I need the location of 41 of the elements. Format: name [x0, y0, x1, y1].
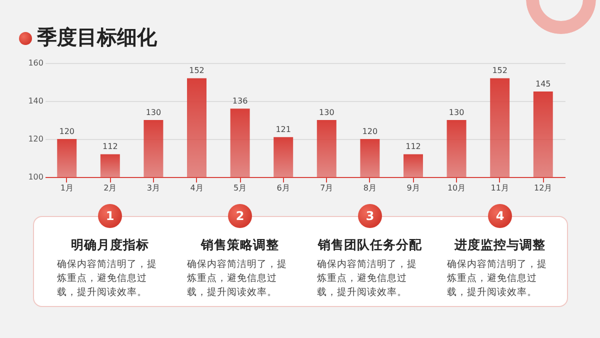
x-tick-label: 4月: [190, 184, 204, 192]
text: 确保内容简洁明了，提炼重点，避免信息过载，提升阅读效率。: [57, 258, 158, 300]
data-label: 120: [362, 127, 378, 136]
data-label: 112: [102, 142, 118, 152]
data-label: 121: [276, 125, 291, 134]
data-label: 130: [146, 108, 162, 117]
data-label: 130: [319, 108, 334, 117]
text: 确保内容简洁明了，提炼重点，避免信息过载，提升阅读效率。: [187, 258, 288, 300]
x-tick-label: 6月: [276, 184, 290, 192]
x-tick-label: 7月: [320, 184, 334, 192]
text: 2: [228, 204, 252, 228]
data-label: 130: [448, 108, 464, 117]
x-tick-label: 1月: [60, 184, 74, 192]
data-label: 120: [59, 127, 75, 136]
text: 确保内容简洁明了，提炼重点，避免信息过载，提升阅读效率。: [317, 258, 418, 300]
text: 销售策略调整: [200, 237, 280, 254]
x-tick-label: 2月: [104, 184, 117, 192]
data-label: 152: [492, 66, 508, 76]
text: 明确月度指标: [70, 237, 150, 254]
x-tick-label: 12月: [534, 184, 552, 192]
text: 3: [358, 204, 382, 228]
data-label: 152: [189, 66, 204, 76]
x-tick-label: 5月: [234, 184, 247, 192]
text: 1: [98, 204, 122, 228]
y-tick-label: 160: [28, 58, 44, 68]
x-tick-label: 10月: [447, 184, 466, 192]
y-tick-label: 140: [28, 96, 44, 106]
x-tick-label: 3月: [146, 184, 160, 192]
x-tick-label: 9月: [406, 184, 420, 192]
data-label: 112: [406, 142, 421, 152]
data-label: 145: [535, 80, 551, 88]
x-tick-label: 8月: [363, 184, 376, 192]
text: 进度监控与调整: [453, 237, 546, 254]
text: 销售团队任务分配: [316, 237, 423, 254]
chart-title: 季度目标细化: [37, 24, 157, 51]
x-tick-label: 11月: [490, 184, 509, 192]
text: 4: [488, 204, 512, 228]
y-tick-label: 120: [28, 134, 44, 144]
text: 确保内容简洁明了，提炼重点，避免信息过载，提升阅读效率。: [447, 258, 548, 300]
y-tick-label: 100: [28, 172, 44, 182]
data-label: 136: [232, 96, 248, 106]
